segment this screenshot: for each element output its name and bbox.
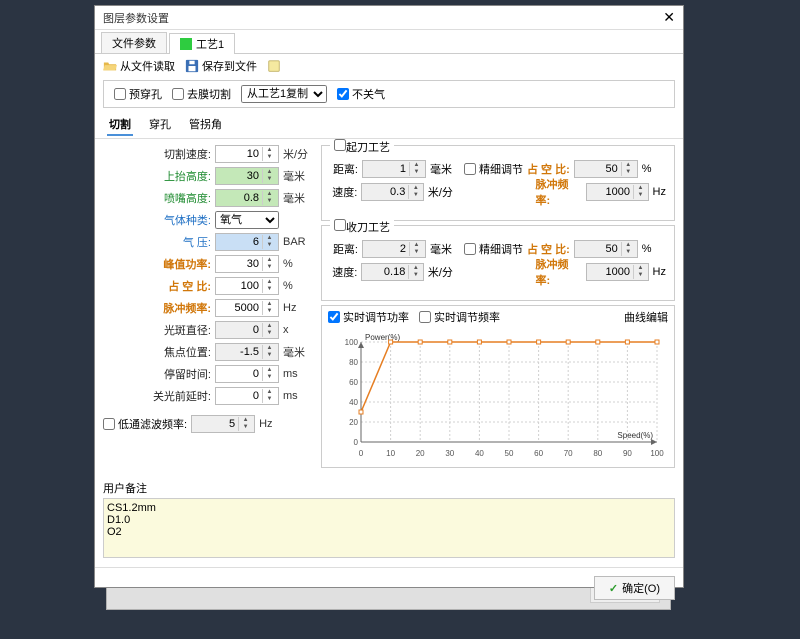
param-label: 焦点位置: xyxy=(149,344,211,360)
param-label: 喷嘴高度: xyxy=(149,190,211,206)
svg-text:40: 40 xyxy=(475,449,484,458)
curve-edit-button[interactable]: 曲线编辑 xyxy=(624,309,668,325)
svg-text:0: 0 xyxy=(359,449,364,458)
svg-text:Speed(%): Speed(%) xyxy=(617,431,653,440)
start-process-checkbox[interactable]: 起刀工艺 xyxy=(330,139,394,155)
subtab-pierce[interactable]: 穿孔 xyxy=(147,114,173,136)
param-input-5[interactable]: ▲▼ xyxy=(215,255,279,273)
dialog-title: 图层参数设置 xyxy=(103,10,169,26)
start-duty-input[interactable]: ▲▼ xyxy=(574,160,638,178)
end-duty-input[interactable]: ▲▼ xyxy=(574,240,638,258)
tab-tech1[interactable]: 工艺1 xyxy=(169,33,235,54)
svg-text:90: 90 xyxy=(623,449,632,458)
end-distance-input[interactable]: ▲▼ xyxy=(362,240,426,258)
param-label: 脉冲频率: xyxy=(149,300,211,316)
end-speed-input[interactable]: ▲▼ xyxy=(361,263,424,281)
svg-text:60: 60 xyxy=(534,449,543,458)
realtime-freq-checkbox[interactable]: 实时调节频率 xyxy=(419,309,500,325)
svg-text:60: 60 xyxy=(349,378,358,387)
note-button[interactable] xyxy=(267,59,281,73)
check-icon: ✓ xyxy=(609,582,618,595)
param-input-10[interactable]: ▲▼ xyxy=(215,365,279,383)
param-label: 停留时间: xyxy=(149,366,211,382)
svg-text:20: 20 xyxy=(349,418,358,427)
svg-text:0: 0 xyxy=(354,438,359,447)
subtab-cut[interactable]: 切割 xyxy=(107,114,133,136)
curve-chart-box: 实时调节功率 实时调节频率 曲线编辑 0 10 20 30 40 50 60 70 80 90 10… xyxy=(321,305,675,468)
param-label: 切割速度: xyxy=(149,146,211,162)
notes-label: 用户备注 xyxy=(103,480,675,496)
start-freq-input[interactable]: ▲▼ xyxy=(586,183,649,201)
svg-text:40: 40 xyxy=(349,398,358,407)
param-label: 气体种类: xyxy=(149,212,211,228)
end-fine-checkbox[interactable]: 精细调节 xyxy=(464,241,523,257)
svg-text:100: 100 xyxy=(345,338,359,347)
param-input-7[interactable]: ▲▼ xyxy=(215,299,279,317)
end-process-checkbox[interactable]: 收刀工艺 xyxy=(330,219,394,235)
film-cut-checkbox[interactable]: 去膜切割 xyxy=(172,86,231,102)
param-input-8[interactable]: ▲▼ xyxy=(215,321,279,339)
param-label: 峰值功率: xyxy=(149,256,211,272)
folder-open-icon xyxy=(103,59,117,73)
svg-text:20: 20 xyxy=(416,449,425,458)
realtime-power-checkbox[interactable]: 实时调节功率 xyxy=(328,309,409,325)
prepierce-checkbox[interactable]: 预穿孔 xyxy=(114,86,162,102)
read-from-file-button[interactable]: 从文件读取 xyxy=(103,58,175,74)
end-freq-input[interactable]: ▲▼ xyxy=(586,263,649,281)
svg-text:100: 100 xyxy=(650,449,664,458)
param-label: 关光前延时: xyxy=(149,388,211,404)
start-process-group: 起刀工艺 距离: ▲▼ 毫米 精细调节 占 空 比: ▲▼ % 速度: ▲▼ 米… xyxy=(321,145,675,221)
no-gas-off-checkbox[interactable]: 不关气 xyxy=(337,86,385,102)
param-label: 上抬高度: xyxy=(149,168,211,184)
param-label: 占 空 比: xyxy=(149,278,211,294)
copy-from-select[interactable]: 从工艺1复制 xyxy=(241,85,327,103)
svg-text:10: 10 xyxy=(386,449,395,458)
param-input-4[interactable]: ▲▼ xyxy=(215,233,279,251)
end-process-group: 收刀工艺 距离: ▲▼ 毫米 精细调节 占 空 比: ▲▼ % 速度: ▲▼ 米… xyxy=(321,225,675,301)
param-input-0[interactable]: ▲▼ xyxy=(215,145,279,163)
close-icon[interactable]: ✕ xyxy=(663,9,675,26)
tab-file-params[interactable]: 文件参数 xyxy=(101,32,167,53)
layer-param-dialog: 图层参数设置 ✕ 文件参数 工艺1 从文件读取 保存到文件 预穿孔 xyxy=(94,5,684,588)
svg-text:30: 30 xyxy=(445,449,454,458)
gas-type-select[interactable]: 氧气 xyxy=(215,211,279,229)
ok-button[interactable]: ✓ 确定(O) xyxy=(594,576,675,600)
svg-text:80: 80 xyxy=(593,449,602,458)
subtab-corner[interactable]: 管拐角 xyxy=(187,114,224,136)
svg-text:50: 50 xyxy=(505,449,514,458)
lowpass-checkbox[interactable]: 低通滤波频率: xyxy=(103,416,187,432)
param-label: 气 压: xyxy=(149,234,211,250)
param-label: 光斑直径: xyxy=(149,322,211,338)
param-input-9[interactable]: ▲▼ xyxy=(215,343,279,361)
svg-text:70: 70 xyxy=(564,449,573,458)
save-to-file-button[interactable]: 保存到文件 xyxy=(185,58,257,74)
svg-text:Power(%): Power(%) xyxy=(365,333,400,342)
notes-textarea[interactable] xyxy=(103,498,675,558)
param-input-2[interactable]: ▲▼ xyxy=(215,189,279,207)
start-speed-input[interactable]: ▲▼ xyxy=(361,183,424,201)
lowpass-input[interactable]: ▲▼ xyxy=(191,415,255,433)
save-icon xyxy=(185,59,199,73)
tech-color-swatch xyxy=(180,38,192,50)
param-input-1[interactable]: ▲▼ xyxy=(215,167,279,185)
param-input-6[interactable]: ▲▼ xyxy=(215,277,279,295)
power-speed-chart: 0 10 20 30 40 50 60 70 80 90 100 0 20 40 60 80 100 Power(… xyxy=(322,328,674,467)
start-fine-checkbox[interactable]: 精细调节 xyxy=(464,161,523,177)
start-distance-input[interactable]: ▲▼ xyxy=(362,160,426,178)
note-icon xyxy=(267,59,281,73)
svg-text:80: 80 xyxy=(349,358,358,367)
param-input-11[interactable]: ▲▼ xyxy=(215,387,279,405)
